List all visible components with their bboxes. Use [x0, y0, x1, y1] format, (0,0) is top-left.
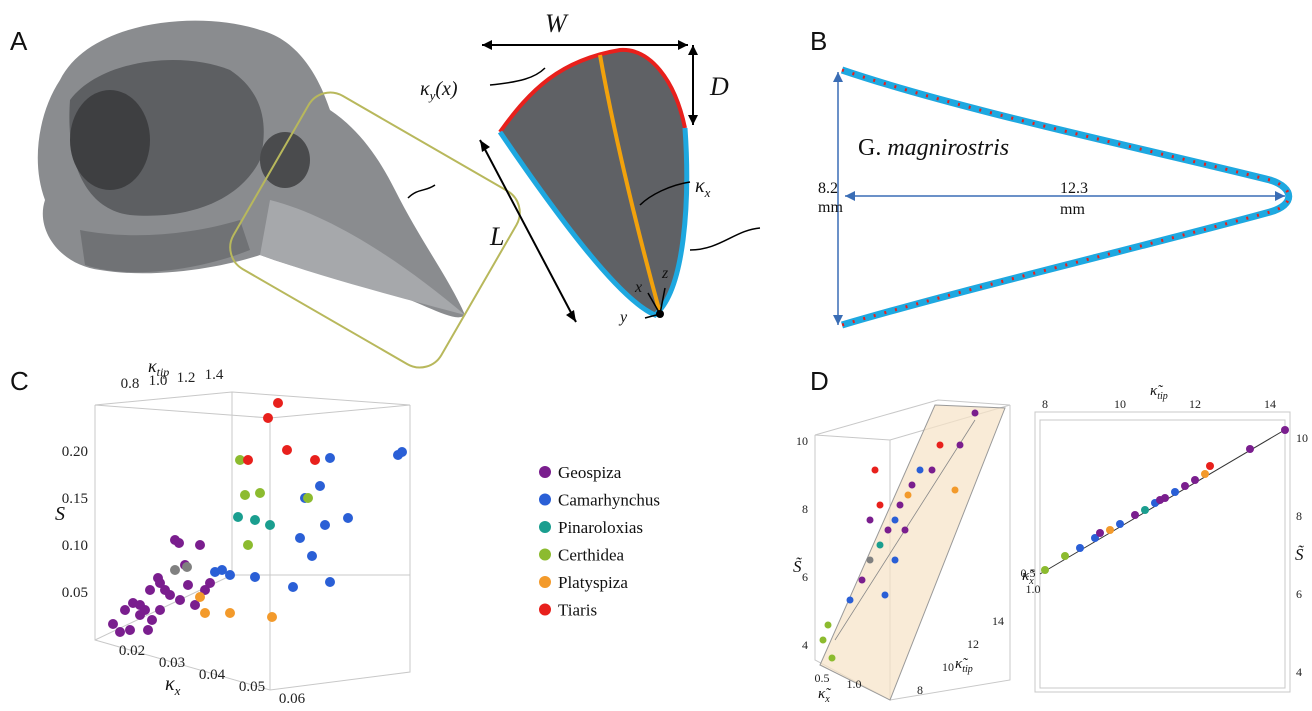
symbol: κ	[695, 175, 705, 197]
tick-label: 0.03	[159, 655, 185, 671]
legend-swatch	[539, 549, 551, 561]
subscript: x	[1028, 576, 1034, 587]
arrow	[408, 185, 435, 198]
y-ticks: 0.20 0.15 0.10 0.05	[62, 444, 88, 601]
length-unit: mm	[1060, 201, 1085, 218]
skull-render	[38, 21, 465, 318]
tick-label: 8	[917, 683, 923, 697]
argument: (x)	[435, 78, 458, 100]
axis-z-label: z	[661, 265, 669, 282]
scatter-points	[108, 398, 407, 637]
tick-label: 8	[802, 502, 808, 516]
legend-label: Certhidea	[558, 546, 625, 565]
tick-label: 0.05	[239, 679, 265, 695]
length-label: L	[489, 222, 504, 251]
symbol: κ	[420, 78, 430, 100]
tick-label: 0.05	[62, 585, 88, 601]
height-unit: mm	[818, 199, 843, 216]
tick-label: 0.10	[62, 538, 88, 554]
legend: Geospiza Camarhynchus Pinaroloxias Certhide…	[539, 463, 660, 620]
left-cube	[815, 400, 1010, 700]
left-z-axis-title: κ̃tip	[955, 656, 973, 675]
tick-label: 0.20	[62, 444, 88, 460]
tick-label: 12	[1189, 397, 1201, 411]
length-value: 12.3	[1060, 180, 1088, 197]
axis-y-label: y	[618, 309, 628, 326]
axis-x-label: x	[634, 279, 642, 296]
height-value: 8.2	[818, 180, 838, 197]
tick-label: 8	[1042, 397, 1048, 411]
tick-label: 10	[1296, 431, 1308, 445]
x-axis-title: κx	[165, 673, 181, 698]
legend-swatch	[539, 494, 551, 506]
legend-label: Camarhynchus	[558, 491, 660, 510]
legend-swatch	[539, 466, 551, 478]
tick-label: 10	[796, 434, 808, 448]
tick-label: 0.06	[279, 691, 306, 707]
symbol: κ	[165, 673, 175, 695]
figure: A W D L κy(x) κx x y z B	[0, 0, 1312, 711]
legend-label: Geospiza	[558, 463, 622, 482]
genus: G.	[858, 135, 881, 161]
curvature-x-label: κx	[695, 175, 711, 200]
tick-label: 4	[802, 638, 808, 652]
species: magnirostris	[887, 135, 1009, 161]
right-top-axis-title: κ̃tip	[1150, 383, 1168, 402]
tick-label: 10	[942, 660, 954, 674]
subscript: tip	[962, 664, 973, 675]
right-y-axis-title: S̃	[1295, 545, 1304, 564]
species-label: G. magnirostris	[858, 135, 1009, 161]
subscript: x	[704, 185, 711, 200]
legend-label: Pinaroloxias	[558, 518, 643, 537]
tick-label: 0.8	[121, 376, 140, 392]
tick-label: 12	[967, 637, 979, 651]
tick-label: 0.15	[62, 491, 88, 507]
tick-label: 14	[992, 614, 1004, 628]
left-x-axis-title: κ̃x	[818, 686, 831, 705]
subscript: tip	[1157, 391, 1168, 402]
tick-label: 6	[802, 570, 808, 584]
panel-label: A	[10, 26, 28, 56]
subscript: x	[174, 683, 181, 698]
tick-label: 1.2	[177, 370, 196, 386]
panel-label: B	[810, 26, 827, 56]
beak-profile	[833, 70, 1289, 325]
tick-label: 1.0	[847, 677, 862, 691]
tick-label: 14	[1264, 397, 1276, 411]
subscript: x	[824, 694, 830, 705]
legend-label: Tiaris	[558, 601, 597, 620]
panel-label: C	[10, 366, 29, 396]
tick-label: 10	[1114, 397, 1126, 411]
width-label: W	[545, 9, 569, 38]
left-y-axis-title: S̃	[793, 557, 802, 576]
legend-label: Platyspiza	[558, 573, 628, 592]
top-ticks: 0.8 1.0 1.2 1.4	[121, 367, 224, 392]
tick-label: 0.5	[815, 671, 830, 685]
tick-label: 0.02	[119, 643, 145, 659]
legend-swatch	[539, 604, 551, 616]
tick-label: 1.0	[149, 373, 168, 389]
tick-label: 6	[1296, 587, 1302, 601]
tick-label: 1.4	[205, 367, 224, 383]
tick-label: 0.04	[199, 667, 226, 683]
legend-swatch	[539, 521, 551, 533]
tick-label: 8	[1296, 509, 1302, 523]
x-ticks: 0.02 0.03 0.04 0.05 0.06	[119, 643, 306, 707]
tick-label: 4	[1296, 665, 1302, 679]
panel-label: D	[810, 366, 829, 396]
curvature-y-label: κy(x)	[420, 78, 458, 103]
depth-label: D	[709, 72, 729, 101]
legend-swatch	[539, 576, 551, 588]
right-cube	[1035, 412, 1290, 692]
